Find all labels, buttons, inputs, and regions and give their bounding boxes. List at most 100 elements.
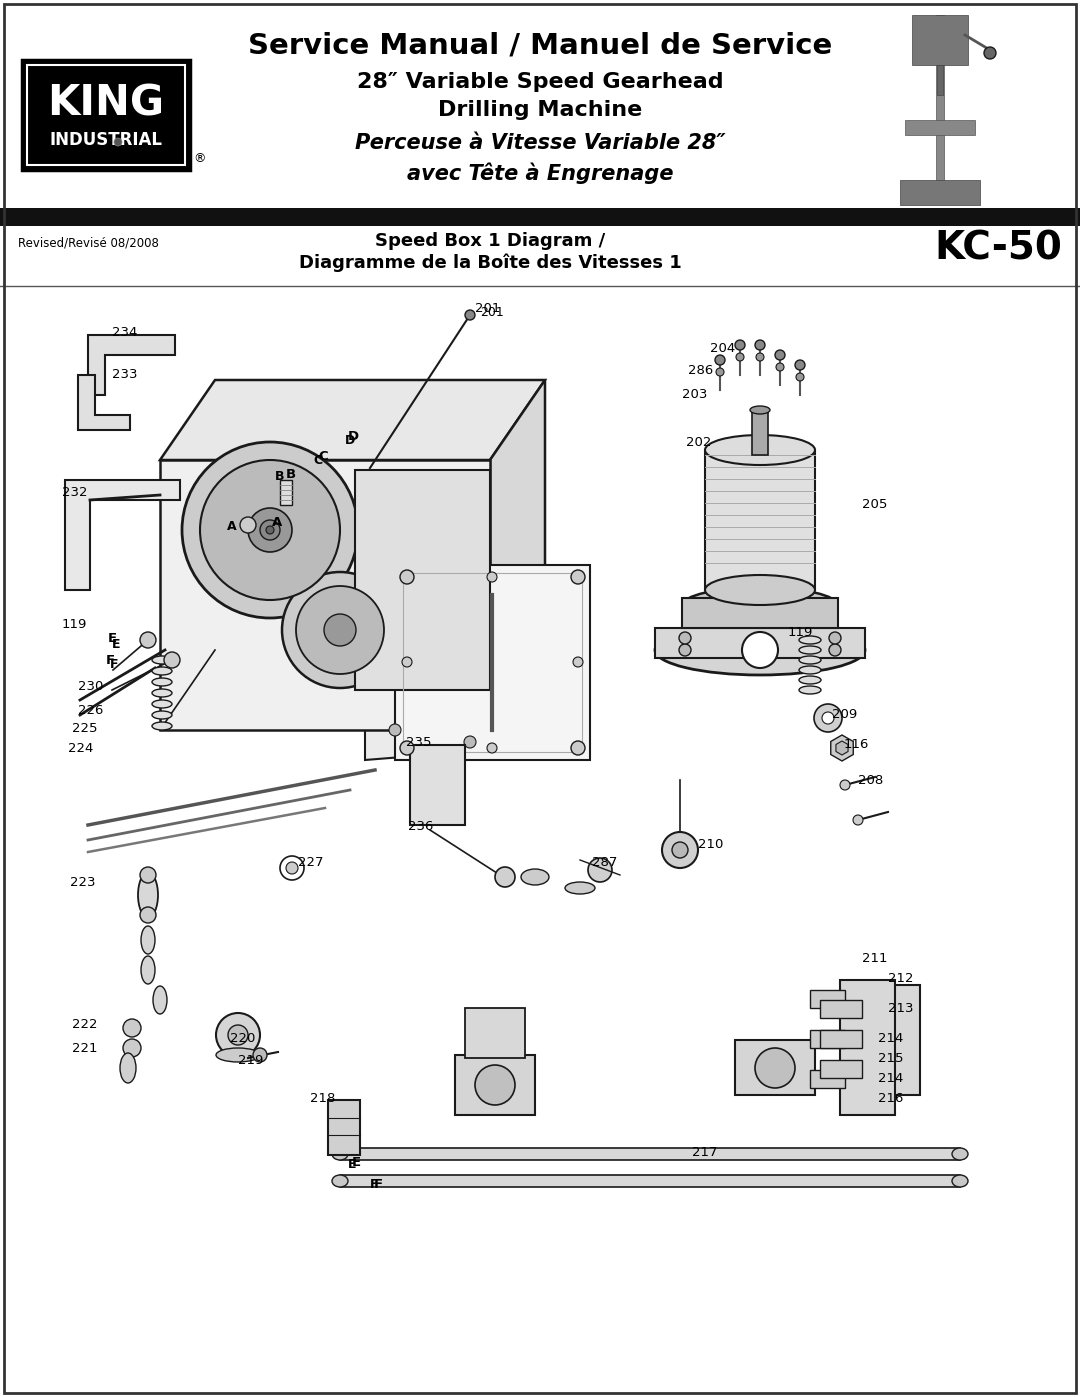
Text: D: D: [348, 429, 360, 443]
Ellipse shape: [799, 645, 821, 654]
Text: 212: 212: [888, 971, 914, 985]
Ellipse shape: [951, 1148, 968, 1160]
Circle shape: [140, 631, 156, 648]
Circle shape: [389, 724, 401, 736]
Circle shape: [840, 780, 850, 789]
Circle shape: [829, 631, 841, 644]
Text: 214: 214: [878, 1031, 903, 1045]
Text: Diagramme de la Boîte des Vitesses 1: Diagramme de la Boîte des Vitesses 1: [299, 254, 681, 272]
Text: 205: 205: [862, 499, 888, 511]
Ellipse shape: [683, 588, 837, 623]
Circle shape: [465, 310, 475, 320]
Circle shape: [853, 814, 863, 826]
Text: 221: 221: [72, 1042, 97, 1055]
Text: 232: 232: [62, 486, 87, 499]
Bar: [455, 1055, 535, 1115]
Text: E: E: [348, 1158, 356, 1172]
Ellipse shape: [152, 689, 172, 697]
Text: 224: 224: [68, 742, 93, 754]
Bar: [0, 226, 1080, 286]
Ellipse shape: [705, 576, 815, 605]
Text: A: A: [228, 521, 237, 534]
Bar: [752, 409, 768, 455]
Text: C: C: [318, 450, 327, 462]
Bar: [355, 469, 490, 690]
Bar: [0, 208, 1080, 226]
Bar: [840, 981, 895, 1115]
Ellipse shape: [332, 1175, 348, 1187]
Text: 119: 119: [62, 619, 87, 631]
Circle shape: [775, 351, 785, 360]
Text: 227: 227: [298, 855, 324, 869]
Bar: [900, 180, 980, 205]
Text: 214: 214: [878, 1071, 903, 1084]
Text: E: E: [352, 1155, 361, 1168]
Circle shape: [716, 367, 724, 376]
Text: 28″ Variable Speed Gearhead: 28″ Variable Speed Gearhead: [356, 73, 724, 92]
Circle shape: [183, 441, 357, 617]
Circle shape: [296, 585, 384, 673]
Text: F: F: [374, 1179, 383, 1192]
Bar: [0, 0, 1080, 231]
Text: Revised/Revisé 08/2008: Revised/Revisé 08/2008: [18, 236, 159, 249]
Circle shape: [216, 1013, 260, 1058]
Text: 222: 222: [72, 1018, 97, 1031]
Circle shape: [829, 644, 841, 657]
Text: 236: 236: [408, 820, 433, 833]
Ellipse shape: [141, 956, 156, 983]
Text: 234: 234: [112, 326, 137, 338]
Text: 203: 203: [681, 387, 707, 401]
Polygon shape: [87, 335, 175, 395]
Circle shape: [400, 570, 414, 584]
Text: 204: 204: [710, 341, 735, 355]
Polygon shape: [65, 481, 180, 590]
Circle shape: [140, 907, 156, 923]
Polygon shape: [858, 985, 920, 1095]
Text: 223: 223: [70, 876, 95, 888]
Text: avec Tête à Engrenage: avec Tête à Engrenage: [407, 162, 673, 183]
Text: KC-50: KC-50: [934, 231, 1062, 268]
Circle shape: [742, 631, 778, 668]
Circle shape: [402, 657, 411, 666]
Circle shape: [679, 644, 691, 657]
Circle shape: [260, 520, 280, 541]
Circle shape: [735, 339, 745, 351]
Ellipse shape: [799, 676, 821, 685]
Bar: [705, 450, 815, 590]
Text: 215: 215: [878, 1052, 904, 1065]
Text: Service Manual / Manuel de Service: Service Manual / Manuel de Service: [248, 32, 832, 60]
Circle shape: [735, 353, 744, 360]
Text: C: C: [313, 454, 323, 467]
Circle shape: [662, 833, 698, 868]
Text: F: F: [110, 658, 119, 672]
Bar: [810, 990, 845, 1009]
Circle shape: [123, 1018, 141, 1037]
Ellipse shape: [565, 882, 595, 894]
Bar: [27, 66, 185, 165]
Ellipse shape: [153, 986, 167, 1014]
Ellipse shape: [152, 666, 172, 675]
Circle shape: [286, 862, 298, 875]
Circle shape: [755, 339, 765, 351]
Circle shape: [487, 743, 497, 753]
Bar: [820, 1060, 862, 1078]
Text: D: D: [345, 433, 355, 447]
Text: INDUSTRIAL: INDUSTRIAL: [50, 131, 162, 149]
Circle shape: [248, 509, 292, 552]
Circle shape: [715, 355, 725, 365]
Circle shape: [475, 1065, 515, 1105]
Bar: [340, 1148, 960, 1160]
Text: 201: 201: [480, 306, 503, 319]
Bar: [681, 598, 838, 629]
Circle shape: [984, 47, 996, 59]
Text: KING: KING: [48, 82, 164, 124]
Text: 286: 286: [688, 363, 713, 377]
Text: E: E: [108, 631, 117, 644]
Text: ®: ®: [193, 152, 205, 165]
Ellipse shape: [705, 434, 815, 465]
Circle shape: [487, 571, 497, 583]
Circle shape: [822, 712, 834, 724]
Polygon shape: [160, 380, 545, 460]
Bar: [735, 1039, 815, 1095]
Bar: [905, 120, 975, 136]
